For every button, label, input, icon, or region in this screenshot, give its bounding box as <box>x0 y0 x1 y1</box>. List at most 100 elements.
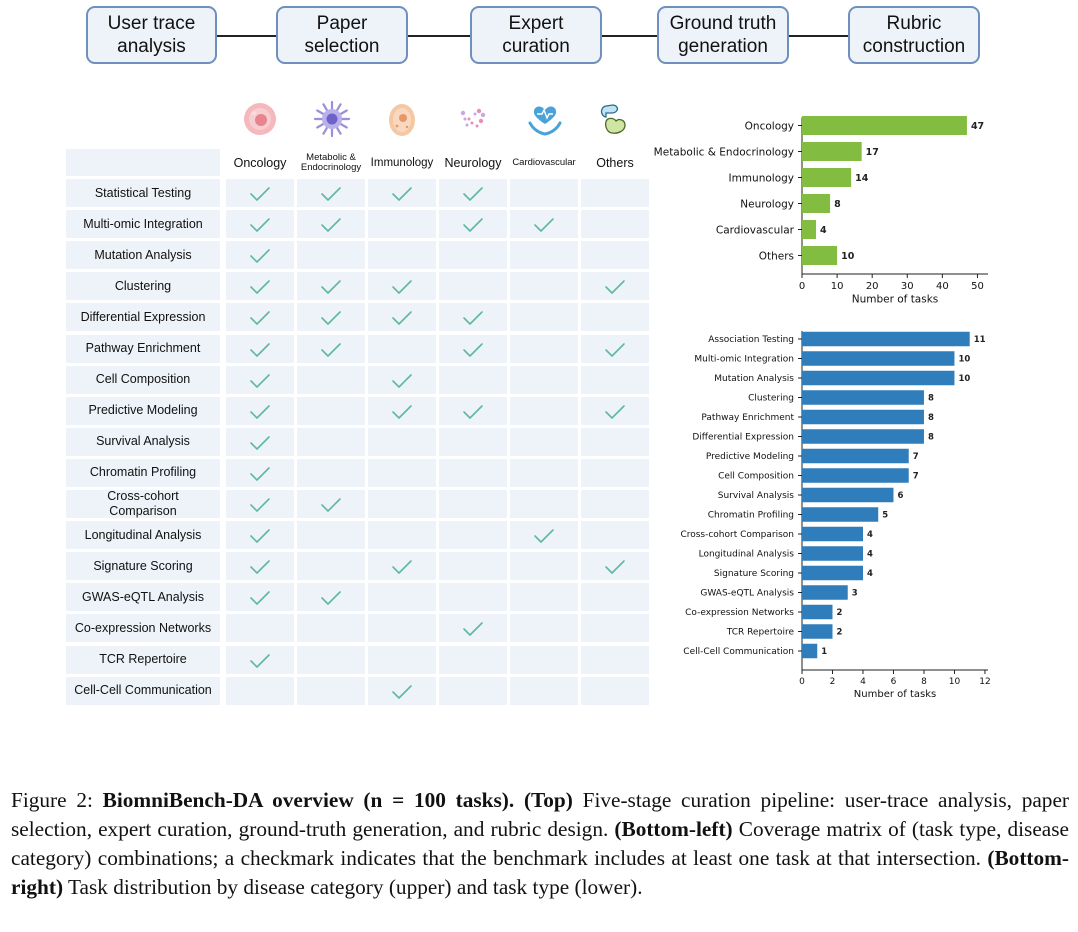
matrix-cell <box>439 676 507 705</box>
matrix-row-label: GWAS-eQTL Analysis <box>66 583 220 612</box>
checkmark-icon <box>250 653 270 668</box>
pipeline-connector <box>602 35 657 37</box>
matrix-cell <box>226 334 294 363</box>
caption-bottom-right-text: Task distribution by disease category (u… <box>63 875 643 899</box>
x-tick-label: 0 <box>799 677 805 687</box>
matrix-row-label: Cell Composition <box>66 365 220 394</box>
matrix-row-label: Mutation Analysis <box>66 241 220 270</box>
matrix-cell <box>510 365 578 394</box>
data-label: 14 <box>855 173 869 184</box>
cell-icon <box>244 103 276 135</box>
y-tick-label: Longitudinal Analysis <box>699 550 795 560</box>
matrix-cell <box>581 241 649 270</box>
y-tick-label: Signature Scoring <box>714 569 794 579</box>
bar <box>802 585 848 600</box>
y-tick-label: Cell-Cell Communication <box>683 647 794 657</box>
matrix-cell <box>439 365 507 394</box>
matrix-cell <box>510 241 578 270</box>
data-label: 4 <box>867 530 873 540</box>
pipeline-connector <box>789 35 848 37</box>
y-tick-label: Metabolic & Endocrinology <box>654 146 794 158</box>
matrix-cell <box>297 365 365 394</box>
matrix-cell <box>297 396 365 425</box>
data-label: 1 <box>821 647 827 657</box>
y-tick-label: GWAS-eQTL Analysis <box>700 589 794 599</box>
checkmark-icon <box>321 342 341 357</box>
data-label: 4 <box>820 225 827 236</box>
matrix-cell <box>510 552 578 581</box>
matrix-cell <box>297 303 365 332</box>
matrix-cell <box>226 365 294 394</box>
checkmark-icon <box>463 187 483 201</box>
matrix-cell <box>439 427 507 456</box>
x-tick-label: 30 <box>901 281 914 292</box>
matrix-row-label: Predictive Modeling <box>66 396 220 425</box>
y-tick-label: Multi-omic Integration <box>694 355 794 365</box>
caption-bottom-left-label: (Bottom-left) <box>614 817 733 841</box>
matrix-cell <box>297 241 365 270</box>
bar <box>802 429 924 444</box>
bar <box>802 526 863 542</box>
checkmark-icon <box>463 342 483 357</box>
bar <box>802 409 924 425</box>
matrix-cell <box>368 427 436 456</box>
checkmark-icon <box>463 218 483 232</box>
y-tick-label: Cell Composition <box>718 472 794 482</box>
x-tick-label: 50 <box>971 281 984 292</box>
checkmark-icon <box>321 218 341 232</box>
x-axis-label: Number of tasks <box>854 689 936 700</box>
pipeline-stage-1: User trace analysis <box>86 6 217 64</box>
heart-hands-icon <box>528 106 562 136</box>
matrix-cell <box>368 303 436 332</box>
data-label: 10 <box>958 355 970 365</box>
matrix-cell <box>297 521 365 550</box>
matrix-row-label: Co-expression Networks <box>66 614 220 643</box>
matrix-cell <box>510 396 578 425</box>
checkmark-icon <box>605 404 625 419</box>
bar <box>802 331 970 347</box>
bar <box>802 142 862 161</box>
data-label: 11 <box>974 335 986 345</box>
matrix-row-label: Multi-omic Integration <box>66 210 220 239</box>
y-tick-label: Chromatin Profiling <box>708 511 794 521</box>
checkmark-icon <box>463 404 483 419</box>
data-label: 2 <box>836 628 842 638</box>
matrix-cell <box>439 210 507 239</box>
pipeline-stage-4: Ground truth generation <box>657 6 789 64</box>
pipeline-stage-5: Rubric construction <box>848 6 980 64</box>
matrix-cell <box>439 552 507 581</box>
matrix-cell <box>368 272 436 301</box>
x-tick-label: 8 <box>921 677 927 687</box>
checkmark-icon <box>463 622 483 637</box>
matrix-cell <box>581 614 649 643</box>
matrix-column-header: Metabolic & Endocrinology <box>300 151 362 173</box>
checkmark-icon <box>250 560 270 574</box>
checkmark-icon <box>250 498 270 512</box>
checkmark-icon <box>392 187 412 201</box>
bar <box>802 168 852 187</box>
data-label: 4 <box>867 569 873 579</box>
matrix-cell <box>226 490 294 518</box>
matrix-cell <box>439 241 507 270</box>
checkmark-icon <box>321 311 341 326</box>
matrix-cell <box>226 303 294 332</box>
matrix-row-label: Signature Scoring <box>66 552 220 581</box>
x-tick-label: 2 <box>830 677 836 687</box>
matrix-cell <box>510 676 578 705</box>
matrix-cell <box>226 210 294 239</box>
matrix-cell <box>226 521 294 550</box>
bar <box>802 246 838 265</box>
matrix-cell <box>510 614 578 643</box>
matrix-cell <box>439 179 507 207</box>
x-tick-label: 20 <box>866 281 879 292</box>
y-tick-label: Pathway Enrichment <box>701 413 794 423</box>
checkmark-icon <box>463 311 483 326</box>
data-label: 17 <box>866 147 879 158</box>
checkmark-icon <box>321 591 341 606</box>
matrix-cell <box>368 334 436 363</box>
immune-cell-icon <box>313 100 351 138</box>
pipeline-stage-2: Paper selection <box>276 6 408 64</box>
matrix-cell <box>510 272 578 301</box>
bar <box>802 220 817 239</box>
checkmark-icon <box>250 187 270 201</box>
